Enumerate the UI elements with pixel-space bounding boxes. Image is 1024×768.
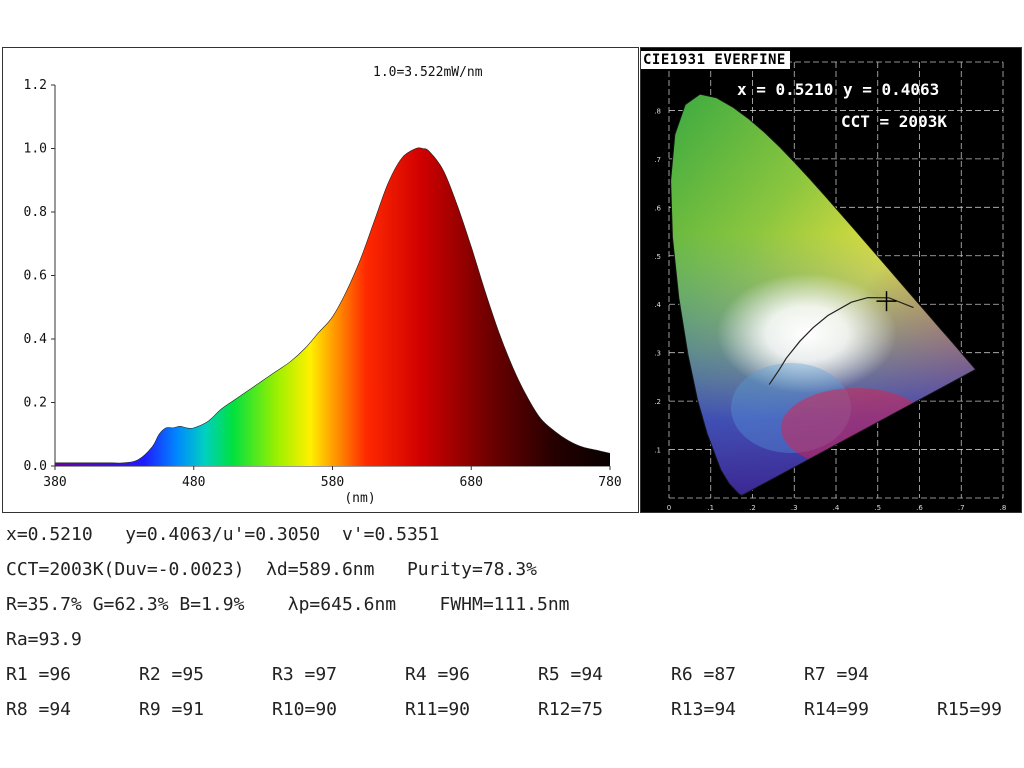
cie-y-tick-label: .7 [654,156,661,164]
cie1931-chart-panel: 0 .1 .2 .3 .4 .5 .6 .7 .8 .1 .2 .3 .4 .5 .6 .7 .8 CIE193… [640,47,1022,513]
cie-x-tick-label: .3 [791,504,798,512]
rgb-readout: R=35.7% G=62.3% B=1.9% λp=645.6nm FWHM=1… [6,594,570,615]
cie-xy-readout: x = 0.5210 y = 0.4063 [737,80,940,99]
y-tick-label: 1.2 [24,78,47,93]
spectrum-area [55,147,610,466]
cri-value-7: R7 =94 [804,664,870,685]
planckian-locus [768,296,914,385]
cie-title: CIE1931 EVERFINE [641,51,790,69]
cie-cct-readout: CCT = 2003K [841,112,947,131]
cri-value-2: R2 =95 [139,664,205,685]
spectral-locus [670,93,977,497]
spectrum-chart: 0.0 0.2 0.4 0.6 0.8 1.0 1.2 380 480 580 680 780 1.0… [24,65,622,506]
x-tick-label: 680 [460,475,483,490]
y-tick-label: 0.2 [24,396,47,411]
spectrum-scale-label: 1.0=3.522mW/nm [373,65,483,80]
x-axis-label: (nm) [344,491,375,506]
cie-y-tick-label: .4 [654,301,661,309]
cri-value-3: R3 =97 [272,664,338,685]
cie-y-tick-label: .3 [654,350,661,358]
cri-value-14: R14=99 [804,699,870,720]
cie-x-tick-label: .1 [707,504,714,512]
chromaticity-point-marker [876,291,897,312]
cri-value-8: R8 =94 [6,699,72,720]
cct-readout: CCT=2003K(Duv=-0.0023) λd=589.6nm Purity… [6,559,538,580]
y-tick-label: 0.4 [24,332,48,347]
x-tick-label: 480 [182,475,205,490]
y-tick-label: 0.6 [24,269,47,284]
ra-readout: Ra=93.9 [6,629,82,650]
cie-y-tick-label: .5 [654,253,661,261]
cri-value-5: R5 =94 [538,664,604,685]
cie-x-tick-label: 0 [667,504,671,512]
y-tick-label: 1.0 [24,142,47,157]
cie-y-tick-label: .6 [654,204,661,212]
cie-x-tick-label: .4 [833,504,840,512]
cri-value-10: R10=90 [272,699,338,720]
x-tick-label: 780 [598,475,621,490]
spectrum-chart-panel: 0.0 0.2 0.4 0.6 0.8 1.0 1.2 380 480 580 680 780 1.0… [2,47,639,513]
cri-value-12: R12=75 [538,699,604,720]
cri-value-6: R6 =87 [671,664,737,685]
y-tick-label: 0.8 [24,205,47,220]
cie-x-tick-label: .5 [874,504,881,512]
cri-value-11: R11=90 [405,699,471,720]
cie-y-tick-label: .2 [654,398,661,406]
cie-x-tick-label: .6 [916,504,923,512]
cri-value-9: R9 =91 [139,699,205,720]
cie-x-tick-label: .2 [749,504,756,512]
cie1931-diagram: 0 .1 .2 .3 .4 .5 .6 .7 .8 .1 .2 .3 .4 .5 .6 .7 .8 [654,61,1007,512]
cri-value-15: R15=99 [937,699,1003,720]
y-tick-label: 0.0 [24,459,47,474]
spectrum-line [55,147,611,464]
cie-y-tick-label: .1 [654,447,661,455]
chromaticity-readout: x=0.5210 y=0.4063/u'=0.3050 v'=0.5351 [6,524,440,545]
x-tick-label: 380 [43,475,66,490]
cri-value-13: R13=94 [671,699,737,720]
cie-x-tick-label: .7 [958,504,965,512]
x-tick-label: 580 [321,475,344,490]
cri-value-4: R4 =96 [405,664,471,685]
cie-y-tick-label: .8 [654,107,661,115]
cri-value-1: R1 =96 [6,664,72,685]
cie-x-tick-label: .8 [1000,504,1007,512]
